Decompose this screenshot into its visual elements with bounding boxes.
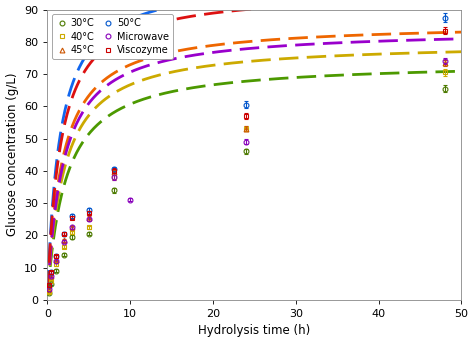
Legend: 30°C, 40°C, 45°C, 50°C, Microwave, Viscozyme: 30°C, 40°C, 45°C, 50°C, Microwave, Visco…: [52, 14, 173, 59]
X-axis label: Hydrolysis time (h): Hydrolysis time (h): [198, 324, 310, 338]
Y-axis label: Glucose concentration (g/L): Glucose concentration (g/L): [6, 73, 18, 236]
